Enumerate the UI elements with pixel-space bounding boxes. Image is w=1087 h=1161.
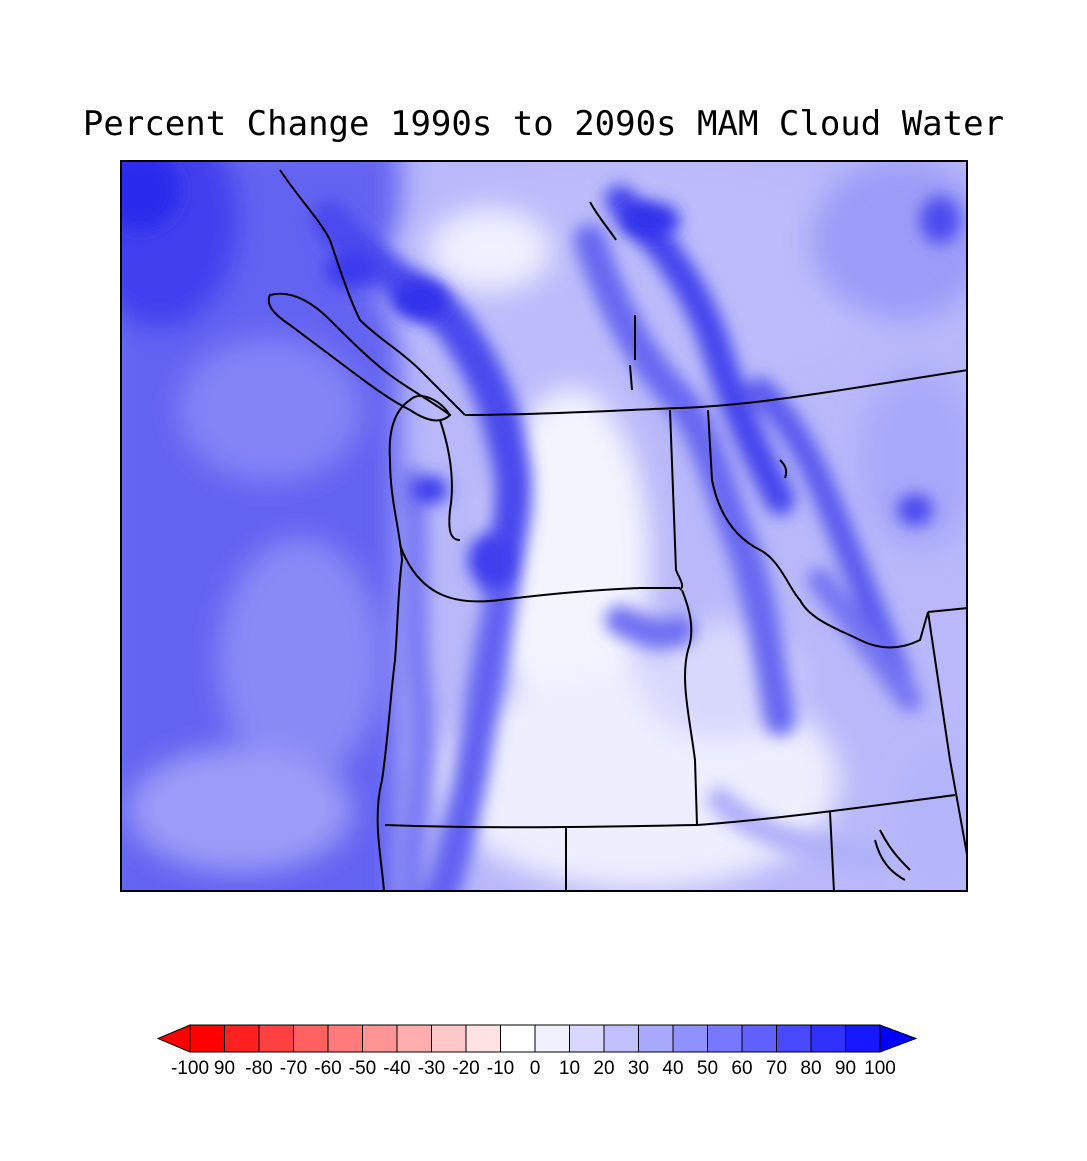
precip-bands [311,185,922,892]
colorbar-tick-label: 80 [800,1058,821,1079]
colorbar-tick-label: 40 [662,1058,683,1079]
colorbar-box [534,1024,570,1053]
oregon-idaho-border [681,589,698,826]
idaho-wyoming-border [927,611,968,861]
colorbar-tick-label: 30 [628,1058,649,1079]
colorbar-box [707,1024,743,1053]
lake-4 [779,459,788,479]
colorbar-tick-label: 60 [731,1058,752,1079]
colorbar-box [810,1024,846,1053]
dark-spots [120,160,960,586]
colorbar: -100 90 -80 -70 -60 -50 -40 -30 -20 -10 0 10 20 30 40 5… [156,1024,918,1079]
colorbar-box [362,1024,398,1053]
map-title: Percent Change 1990s to 2090s MAM Cloud … [82,104,1005,144]
lake-5 [879,829,911,871]
coastline [376,395,451,892]
colorbar-tick-label: -10 [487,1058,514,1079]
colorbar-box [258,1024,294,1053]
lake-6 [874,839,906,881]
colorbar-box [500,1024,536,1053]
colorbar-box [293,1024,329,1053]
colorbar-tick-label: -50 [349,1058,376,1079]
puget-sound [439,419,461,541]
washington-idaho-border [669,409,684,591]
colorbar-box [224,1024,260,1053]
boundaries [267,169,968,892]
colorbar-box [741,1024,777,1053]
map-panel [120,160,968,892]
idaho-montana-border [707,409,929,649]
colorbar-low-arrow [156,1024,191,1053]
utah-border [829,811,835,892]
colorbar-box [396,1024,432,1053]
idaho-nevada-utah-border [696,794,956,826]
colorbar-box [603,1024,639,1053]
colorbar-labels: -100 90 -80 -70 -60 -50 -40 -30 -20 -10 0 10 20 30 40 5… [171,1058,896,1079]
colorbar-tick-label: 90 [835,1058,856,1079]
colorbar-box [776,1024,812,1053]
colorbar-tick-label: -100 [171,1058,209,1079]
oregon-california-border [384,824,698,829]
colorbar-tick-label: 70 [766,1058,787,1079]
colorbar-tick-label: 20 [593,1058,614,1079]
lake-1 [589,201,617,241]
colorbar-box [327,1024,363,1053]
colorbar-box [638,1024,674,1053]
colorbar-box [672,1024,708,1053]
colorbar-tick-label: 10 [559,1058,580,1079]
colorbar-tick-label: 100 [864,1058,896,1079]
colorbar-tick-label: -70 [280,1058,307,1079]
colorbar-tick-label: -20 [452,1058,479,1079]
lake-3 [629,364,633,391]
colorbar-tick-label: -40 [383,1058,410,1079]
colorbar-boxes [156,1024,918,1053]
colorbar-high-arrow [879,1024,918,1053]
colorbar-tick-label: 90 [214,1058,235,1079]
colorbar-box [569,1024,605,1053]
colorbar-box [845,1024,881,1053]
montana-wyoming-border [927,607,968,613]
colorbar-box [465,1024,501,1053]
colorbar-tick-label: 50 [697,1058,718,1079]
colorbar-box [189,1024,225,1053]
colorbar-box [431,1024,467,1053]
washington-oregon-border [399,544,680,603]
vancouver-island [267,292,452,422]
colorbar-tick-label: -30 [418,1058,445,1079]
colorbar-tick-label: 0 [530,1058,541,1079]
canada-us-border [464,369,968,416]
map-frame [120,160,968,892]
colorbar-tick-label: -80 [245,1058,272,1079]
bc-coast [279,169,466,416]
colorbar-tick-label: -60 [314,1058,341,1079]
